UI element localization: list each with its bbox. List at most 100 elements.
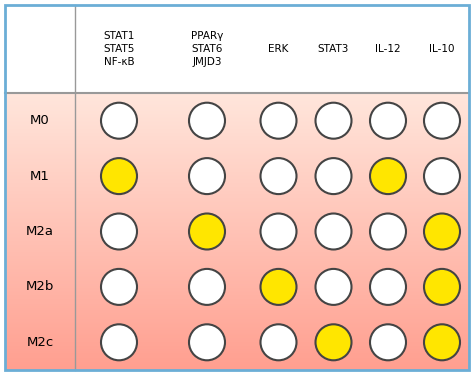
Bar [5, 168, 469, 169]
Bar [5, 258, 469, 259]
Circle shape [189, 158, 225, 194]
Bar [5, 302, 469, 303]
Bar [5, 222, 469, 223]
Bar [5, 284, 469, 285]
Bar [5, 162, 469, 164]
Bar [5, 248, 469, 249]
Bar [5, 320, 469, 321]
Bar [5, 146, 469, 147]
Bar [5, 93, 469, 94]
Bar [5, 309, 469, 310]
Bar [5, 111, 469, 112]
Circle shape [424, 158, 460, 194]
Bar [5, 125, 469, 126]
Bar [5, 306, 469, 308]
Bar [5, 270, 469, 272]
Bar [5, 234, 469, 236]
Bar [5, 291, 469, 292]
Bar [5, 267, 469, 269]
Circle shape [261, 158, 297, 194]
Bar [5, 334, 469, 335]
Bar [5, 110, 469, 111]
Bar [5, 219, 469, 220]
Bar [5, 179, 469, 180]
Bar [5, 155, 469, 157]
Bar [5, 346, 469, 348]
Bar [5, 303, 469, 305]
Bar [5, 236, 469, 237]
Bar [5, 94, 469, 96]
Text: PPARγ
STAT6
JMJD3: PPARγ STAT6 JMJD3 [191, 31, 223, 67]
Bar [5, 251, 469, 252]
Bar [5, 166, 469, 168]
Bar [5, 197, 469, 198]
Bar [5, 195, 469, 197]
Bar [5, 367, 469, 369]
Bar [5, 212, 469, 213]
Bar [5, 266, 469, 267]
Bar [5, 97, 469, 99]
Bar [5, 202, 469, 204]
Bar [5, 117, 469, 118]
Bar [5, 341, 469, 342]
Text: IL-12: IL-12 [375, 44, 401, 54]
Circle shape [370, 158, 406, 194]
Bar [5, 100, 469, 101]
Bar [5, 157, 469, 158]
Bar [5, 249, 469, 251]
Bar [5, 333, 469, 334]
Circle shape [424, 103, 460, 139]
Bar [5, 285, 469, 287]
Bar [5, 369, 469, 370]
Bar [5, 216, 469, 217]
Bar [5, 115, 469, 117]
Bar [5, 132, 469, 133]
Bar [5, 231, 469, 233]
Bar [5, 276, 469, 277]
Bar [5, 308, 469, 309]
Bar [5, 255, 469, 257]
Bar [5, 338, 469, 339]
Bar [5, 352, 469, 353]
Bar [5, 290, 469, 291]
Bar [5, 319, 469, 320]
Bar [5, 353, 469, 355]
Bar [5, 337, 469, 338]
Bar [5, 261, 469, 262]
Circle shape [189, 213, 225, 249]
Bar [5, 298, 469, 299]
Bar [5, 108, 469, 109]
Bar [5, 355, 469, 356]
Bar [5, 265, 469, 266]
Bar [5, 363, 469, 364]
Bar [5, 356, 469, 357]
Bar [5, 164, 469, 165]
Bar [5, 211, 469, 212]
Bar [5, 103, 469, 104]
Bar [5, 305, 469, 306]
Bar [5, 189, 469, 190]
Text: IL-10: IL-10 [429, 44, 455, 54]
Bar [5, 345, 469, 346]
Bar [5, 283, 469, 284]
Circle shape [261, 213, 297, 249]
Bar [5, 190, 469, 191]
Bar [5, 295, 469, 297]
Bar [5, 104, 469, 105]
Circle shape [316, 213, 352, 249]
Bar [5, 123, 469, 125]
Bar [5, 321, 469, 323]
Bar [5, 277, 469, 279]
Bar [5, 281, 469, 283]
Circle shape [370, 213, 406, 249]
Bar [5, 288, 469, 290]
Bar [5, 324, 469, 326]
Bar [5, 280, 469, 281]
Bar [5, 335, 469, 337]
Bar [5, 140, 469, 141]
Bar [5, 101, 469, 103]
Circle shape [189, 269, 225, 305]
Circle shape [189, 324, 225, 360]
Bar [5, 201, 469, 202]
Bar [5, 349, 469, 351]
